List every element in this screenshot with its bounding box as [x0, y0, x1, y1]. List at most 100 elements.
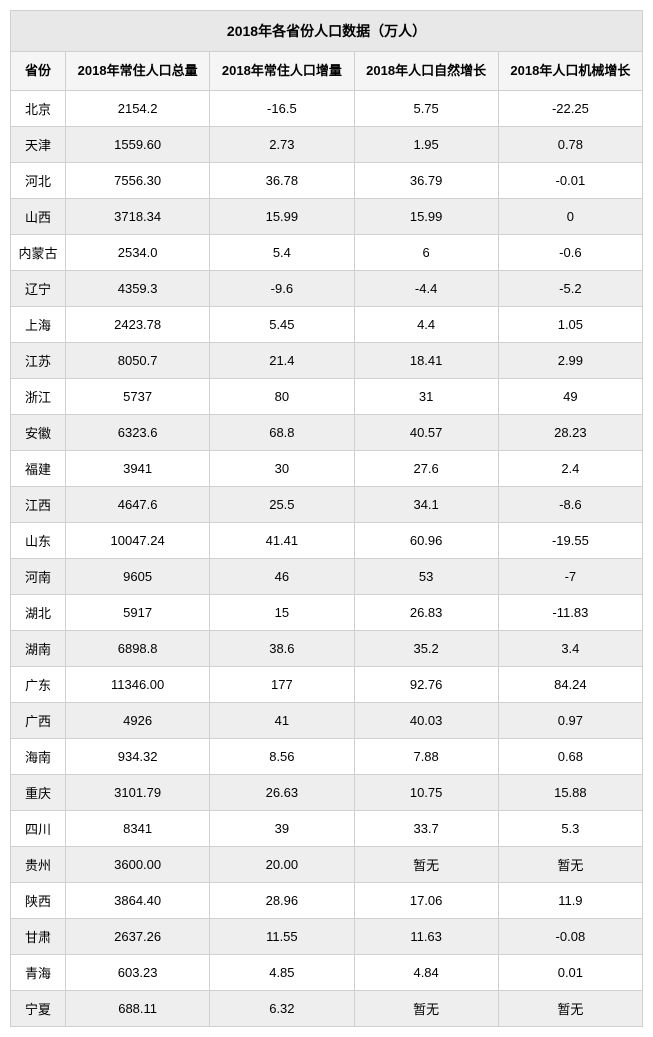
table-title: 2018年各省份人口数据（万人） [11, 11, 643, 52]
cell-mechanical: 49 [498, 379, 642, 415]
col-header-natural: 2018年人口自然增长 [354, 52, 498, 91]
cell-mechanical: 0.68 [498, 739, 642, 775]
cell-natural: -4.4 [354, 271, 498, 307]
cell-mechanical: -11.83 [498, 595, 642, 631]
cell-natural: 36.79 [354, 163, 498, 199]
col-header-province: 省份 [11, 52, 66, 91]
cell-mechanical: -5.2 [498, 271, 642, 307]
cell-province: 安徽 [11, 415, 66, 451]
cell-increment: 36.78 [210, 163, 354, 199]
cell-province: 江西 [11, 487, 66, 523]
cell-province: 甘肃 [11, 919, 66, 955]
table-row: 青海603.234.854.840.01 [11, 955, 643, 991]
cell-increment: 26.63 [210, 775, 354, 811]
cell-province: 宁夏 [11, 991, 66, 1027]
cell-province: 山东 [11, 523, 66, 559]
cell-province: 重庆 [11, 775, 66, 811]
cell-natural: 92.76 [354, 667, 498, 703]
cell-mechanical: 3.4 [498, 631, 642, 667]
cell-increment: 39 [210, 811, 354, 847]
cell-mechanical: 0.97 [498, 703, 642, 739]
cell-natural: 26.83 [354, 595, 498, 631]
cell-natural: 27.6 [354, 451, 498, 487]
cell-increment: -16.5 [210, 91, 354, 127]
cell-natural: 暂无 [354, 991, 498, 1027]
cell-total: 4647.6 [66, 487, 210, 523]
cell-increment: 30 [210, 451, 354, 487]
table-row: 上海2423.785.454.41.05 [11, 307, 643, 343]
cell-increment: 46 [210, 559, 354, 595]
cell-increment: 6.32 [210, 991, 354, 1027]
table-row: 江西4647.625.534.1-8.6 [11, 487, 643, 523]
cell-total: 3864.40 [66, 883, 210, 919]
cell-province: 福建 [11, 451, 66, 487]
cell-total: 9605 [66, 559, 210, 595]
cell-mechanical: -0.01 [498, 163, 642, 199]
cell-total: 2534.0 [66, 235, 210, 271]
cell-total: 7556.30 [66, 163, 210, 199]
cell-total: 2637.26 [66, 919, 210, 955]
cell-increment: 177 [210, 667, 354, 703]
cell-total: 4926 [66, 703, 210, 739]
cell-natural: 40.03 [354, 703, 498, 739]
table-row: 福建39413027.62.4 [11, 451, 643, 487]
cell-mechanical: -0.08 [498, 919, 642, 955]
cell-province: 青海 [11, 955, 66, 991]
cell-increment: -9.6 [210, 271, 354, 307]
cell-total: 2154.2 [66, 91, 210, 127]
cell-mechanical: 0.78 [498, 127, 642, 163]
cell-mechanical: 0 [498, 199, 642, 235]
cell-increment: 21.4 [210, 343, 354, 379]
table-row: 宁夏688.116.32暂无暂无 [11, 991, 643, 1027]
table-row: 广西49264140.030.97 [11, 703, 643, 739]
table-row: 河南96054653-7 [11, 559, 643, 595]
cell-natural: 33.7 [354, 811, 498, 847]
cell-total: 8050.7 [66, 343, 210, 379]
table-row: 内蒙古2534.05.46-0.6 [11, 235, 643, 271]
table-row: 海南934.328.567.880.68 [11, 739, 643, 775]
cell-natural: 60.96 [354, 523, 498, 559]
table-row: 四川83413933.75.3 [11, 811, 643, 847]
cell-natural: 1.95 [354, 127, 498, 163]
cell-increment: 41 [210, 703, 354, 739]
table-row: 山西3718.3415.9915.990 [11, 199, 643, 235]
cell-increment: 25.5 [210, 487, 354, 523]
table-row: 江苏8050.721.418.412.99 [11, 343, 643, 379]
cell-increment: 15 [210, 595, 354, 631]
cell-total: 10047.24 [66, 523, 210, 559]
cell-mechanical: 28.23 [498, 415, 642, 451]
cell-natural: 6 [354, 235, 498, 271]
cell-natural: 11.63 [354, 919, 498, 955]
cell-increment: 28.96 [210, 883, 354, 919]
table-row: 广东11346.0017792.7684.24 [11, 667, 643, 703]
cell-province: 陕西 [11, 883, 66, 919]
cell-natural: 4.84 [354, 955, 498, 991]
table-row: 浙江5737803149 [11, 379, 643, 415]
cell-province: 河北 [11, 163, 66, 199]
cell-total: 1559.60 [66, 127, 210, 163]
table-row: 河北7556.3036.7836.79-0.01 [11, 163, 643, 199]
cell-increment: 2.73 [210, 127, 354, 163]
cell-increment: 8.56 [210, 739, 354, 775]
cell-province: 浙江 [11, 379, 66, 415]
cell-province: 北京 [11, 91, 66, 127]
cell-mechanical: 11.9 [498, 883, 642, 919]
table-row: 重庆3101.7926.6310.7515.88 [11, 775, 643, 811]
cell-increment: 11.55 [210, 919, 354, 955]
cell-total: 3941 [66, 451, 210, 487]
cell-mechanical: -8.6 [498, 487, 642, 523]
cell-natural: 7.88 [354, 739, 498, 775]
cell-mechanical: 0.01 [498, 955, 642, 991]
cell-province: 广西 [11, 703, 66, 739]
cell-increment: 20.00 [210, 847, 354, 883]
cell-mechanical: -22.25 [498, 91, 642, 127]
cell-total: 603.23 [66, 955, 210, 991]
cell-mechanical: 1.05 [498, 307, 642, 343]
cell-natural: 31 [354, 379, 498, 415]
cell-province: 辽宁 [11, 271, 66, 307]
col-header-mechanical: 2018年人口机械增长 [498, 52, 642, 91]
cell-province: 山西 [11, 199, 66, 235]
cell-province: 海南 [11, 739, 66, 775]
cell-natural: 35.2 [354, 631, 498, 667]
cell-natural: 17.06 [354, 883, 498, 919]
